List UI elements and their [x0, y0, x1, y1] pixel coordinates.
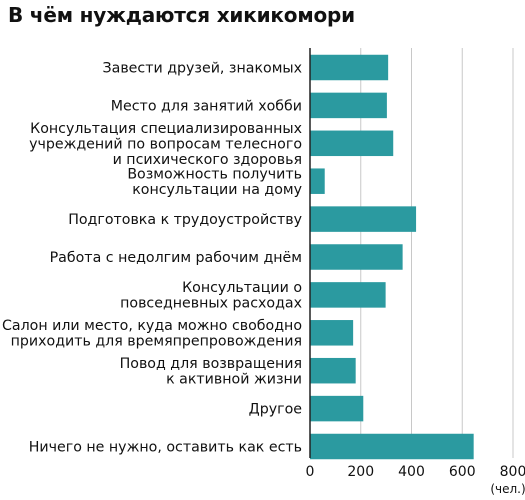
x-tick-label: 200 [347, 464, 374, 480]
x-tick-label: 0 [306, 464, 315, 480]
bar [310, 320, 354, 346]
bar [310, 130, 394, 157]
category-label: к активной жизни [166, 371, 302, 387]
category-label: Другое [249, 402, 302, 418]
category-label: учреждений по вопросам телесного [29, 136, 302, 152]
category-label: Салон или место, куда можно свободно [2, 318, 302, 334]
bar [310, 244, 403, 270]
category-label: Консультации о [182, 280, 302, 296]
bar [310, 92, 387, 119]
bar [310, 206, 417, 232]
category-label: повседневных расходах [120, 296, 302, 312]
bar [310, 282, 386, 308]
category-label: Повод для возвращения [120, 356, 302, 372]
category-label: Консультация специализированных [30, 121, 302, 137]
bar [310, 433, 474, 460]
category-label: Завести друзей, знакомых [103, 61, 302, 77]
x-tick-label: 800 [500, 464, 525, 480]
bar [310, 357, 356, 384]
x-tick-label: 400 [398, 464, 425, 480]
x-unit-label: (чел.) [490, 482, 525, 496]
category-label: Работа с недолгим рабочим днём [50, 250, 302, 266]
category-label: Ничего не нужно, оставить как есть [29, 440, 302, 456]
x-tick-label: 600 [449, 464, 476, 480]
bar [310, 395, 364, 422]
category-label: Подготовка к трудоустройству [68, 212, 302, 228]
category-label: Возможность получить [127, 166, 302, 182]
bar [310, 168, 325, 194]
category-label: консультации на дому [132, 182, 302, 198]
category-label: Место для занятий хобби [111, 98, 302, 114]
chart-title: В чём нуждаются хикикомори [8, 3, 355, 27]
category-label: приходить для времяпрепровождения [11, 334, 302, 350]
category-label: и психического здоровья [113, 152, 302, 168]
bar [310, 54, 389, 81]
